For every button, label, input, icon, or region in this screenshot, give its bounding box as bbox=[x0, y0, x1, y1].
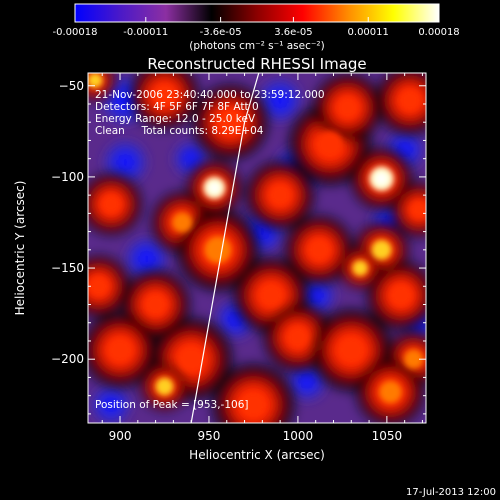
y-tick-label: −200 bbox=[51, 352, 84, 366]
y-tick-label: −50 bbox=[59, 79, 84, 93]
source-core bbox=[403, 349, 424, 369]
x-tick-label: 900 bbox=[109, 429, 132, 443]
source-core bbox=[379, 380, 402, 404]
cool-region-core bbox=[270, 90, 290, 111]
source-core bbox=[316, 131, 344, 158]
source-core bbox=[108, 338, 133, 363]
colorbar-unit-label: (photons cm⁻² s⁻¹ asec⁻²) bbox=[189, 40, 324, 52]
source-core bbox=[410, 201, 426, 219]
x-axis-label: Heliocentric X (arcsec) bbox=[189, 448, 325, 462]
source-core bbox=[399, 89, 421, 111]
source-peak bbox=[375, 173, 388, 185]
source-core bbox=[204, 236, 232, 264]
y-axis-label: Heliocentric Y (arcsec) bbox=[13, 181, 27, 316]
source-core bbox=[308, 238, 331, 261]
chart-title: Reconstructed RHESSI Image bbox=[147, 55, 366, 73]
colorbar-tick-label: -3.6e-05 bbox=[200, 27, 242, 38]
colorbar-ticks: -0.00018 -0.00011 -3.6e-05 3.6e-05 0.00011 0.… bbox=[53, 17, 460, 38]
colorbar-tick-label: -0.00011 bbox=[123, 27, 168, 38]
annotation-energy: Energy Range: 12.0 - 25.0 keV bbox=[95, 113, 256, 125]
source-core bbox=[154, 84, 175, 105]
cool-region-core bbox=[102, 395, 120, 414]
cool-region-core bbox=[306, 286, 325, 305]
x-tick-label: 950 bbox=[198, 429, 221, 443]
annotation-time: 21-Nov-2006 23:40:40.000 to 23:59:12.000 bbox=[95, 89, 325, 101]
source-core bbox=[218, 110, 243, 135]
plot-frame bbox=[87, 72, 427, 424]
limb-line bbox=[190, 73, 260, 423]
source-core bbox=[287, 326, 309, 348]
source-core bbox=[101, 194, 121, 214]
peak-position-label: Position of Peak = [953,-106] bbox=[95, 399, 249, 411]
colorbar-tick-label: 3.6e-05 bbox=[274, 27, 312, 38]
source-core bbox=[338, 337, 365, 364]
source-core bbox=[155, 377, 174, 396]
colorbar bbox=[74, 3, 440, 23]
x-axis-ticks: 900 950 1000 1050 bbox=[101, 73, 423, 443]
source-core bbox=[178, 346, 205, 373]
source-peak bbox=[209, 182, 220, 193]
cool-region-core bbox=[298, 372, 316, 390]
source-core bbox=[352, 260, 369, 276]
annotation-detectors: Detectors: 4F 5F 6F 7F 8F Att 0 bbox=[95, 101, 259, 113]
y-tick-label: −150 bbox=[51, 261, 84, 275]
colorbar-tick-label: 0.00011 bbox=[348, 27, 389, 38]
footer-timestamp: 17-Jul-2013 12:00 bbox=[406, 487, 496, 498]
colorbar-tick-label: 0.00018 bbox=[418, 27, 459, 38]
source-core bbox=[259, 283, 283, 308]
source-core bbox=[145, 293, 167, 316]
cool-region-core bbox=[115, 152, 136, 173]
source-core bbox=[89, 276, 109, 296]
cool-region-core bbox=[395, 140, 414, 159]
source-core bbox=[88, 73, 103, 88]
source-core bbox=[337, 97, 358, 118]
colorbar-tick-label: -0.00018 bbox=[53, 27, 98, 38]
source-core bbox=[240, 392, 267, 418]
source-core bbox=[172, 212, 193, 233]
heatmap-area bbox=[88, 73, 426, 423]
source-core bbox=[390, 284, 412, 307]
y-tick-label: −100 bbox=[51, 170, 84, 184]
cool-region-core bbox=[183, 150, 200, 167]
x-tick-label: 1050 bbox=[372, 429, 403, 443]
source-core bbox=[371, 239, 392, 260]
source-core bbox=[269, 184, 291, 206]
annotation-clean: Clean Total counts: 8.29E+04 bbox=[95, 125, 264, 137]
cool-region-core bbox=[136, 249, 157, 269]
y-axis-ticks: −50 −100 −150 −200 bbox=[51, 79, 426, 415]
x-tick-label: 1000 bbox=[283, 429, 314, 443]
cool-region-core bbox=[252, 221, 273, 242]
